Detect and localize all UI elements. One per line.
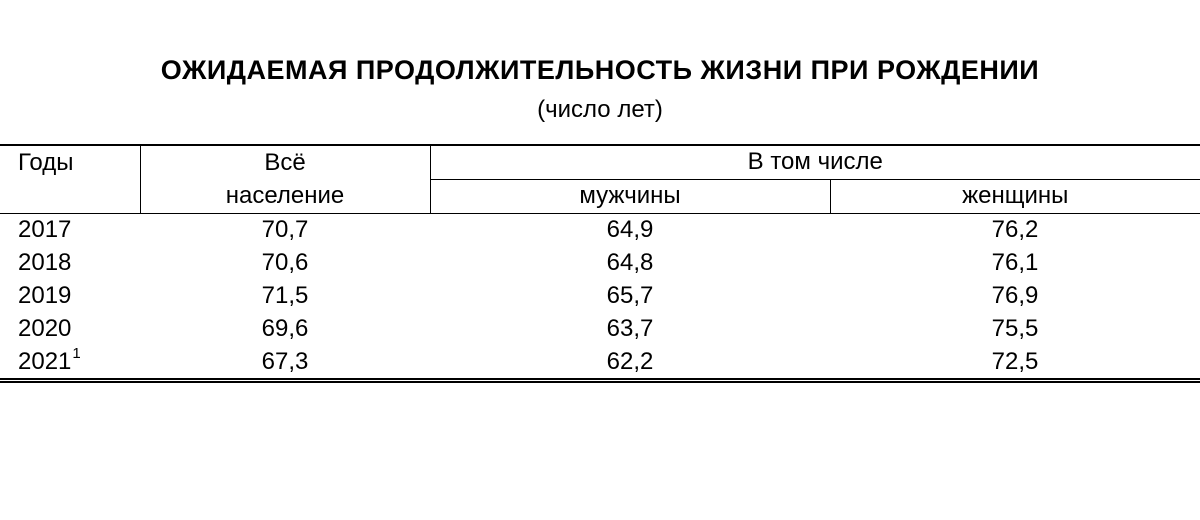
cell-year: 2018: [0, 246, 140, 279]
cell-year: 2019: [0, 279, 140, 312]
table-container: Годы Всё В том числе население мужчины ж…: [0, 144, 1200, 380]
table-title: ОЖИДАЕМАЯ ПРОДОЛЖИТЕЛЬНОСТЬ ЖИЗНИ ПРИ РО…: [0, 55, 1200, 86]
cell-men: 64,8: [430, 246, 830, 279]
table-subtitle: (число лет): [0, 96, 1200, 124]
table-row: 2018 70,6 64,8 76,1: [0, 246, 1200, 279]
cell-year: 2017: [0, 213, 140, 246]
table-row: 2019 71,5 65,7 76,9: [0, 279, 1200, 312]
cell-women: 76,1: [830, 246, 1200, 279]
cell-all: 69,6: [140, 312, 430, 345]
cell-year: 20211: [0, 345, 140, 378]
table-row: 20211 67,3 62,2 72,5: [0, 345, 1200, 378]
table-row: 2017 70,7 64,9 76,2: [0, 213, 1200, 246]
table-header-row-1: Годы Всё В том числе: [0, 145, 1200, 179]
cell-women: 72,5: [830, 345, 1200, 378]
cell-all: 70,7: [140, 213, 430, 246]
col-header-including: В том числе: [430, 145, 1200, 179]
cell-women: 76,9: [830, 279, 1200, 312]
cell-men: 65,7: [430, 279, 830, 312]
cell-men: 63,7: [430, 312, 830, 345]
cell-all: 70,6: [140, 246, 430, 279]
col-header-men: мужчины: [430, 179, 830, 213]
col-header-years-blank: [0, 179, 140, 213]
cell-women: 75,5: [830, 312, 1200, 345]
table-header-row-2: население мужчины женщины: [0, 179, 1200, 213]
col-header-years: Годы: [0, 145, 140, 179]
col-header-all-line1: Всё: [140, 145, 430, 179]
cell-women: 76,2: [830, 213, 1200, 246]
cell-men: 62,2: [430, 345, 830, 378]
cell-men: 64,9: [430, 213, 830, 246]
cell-year: 2020: [0, 312, 140, 345]
table-body: 2017 70,7 64,9 76,2 2018 70,6 64,8 76,1 …: [0, 213, 1200, 378]
col-header-all-line2: население: [140, 179, 430, 213]
life-expectancy-table: Годы Всё В том числе население мужчины ж…: [0, 144, 1200, 378]
table-row: 2020 69,6 63,7 75,5: [0, 312, 1200, 345]
cell-all: 71,5: [140, 279, 430, 312]
col-header-women: женщины: [830, 179, 1200, 213]
table-double-bottom-border: [0, 380, 1200, 383]
cell-all: 67,3: [140, 345, 430, 378]
